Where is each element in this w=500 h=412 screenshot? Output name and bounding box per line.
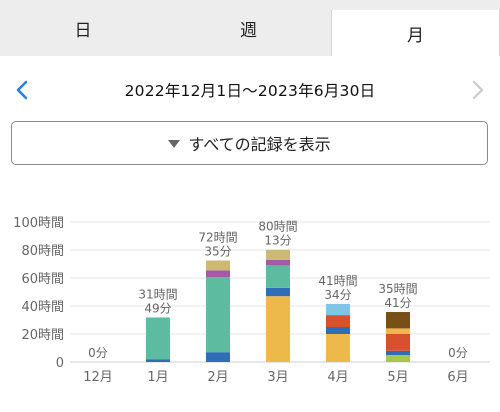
tab-day[interactable]: 日 xyxy=(0,0,166,56)
bar-segment xyxy=(326,327,350,334)
chevron-left-icon xyxy=(16,80,28,100)
bar-segment xyxy=(326,315,350,327)
bar-segment xyxy=(206,352,230,362)
previous-period-button[interactable] xyxy=(6,74,38,106)
bar-segment xyxy=(146,359,170,362)
bar-segment xyxy=(326,303,350,316)
bar-segment xyxy=(266,287,290,297)
y-tick-label: 100時間 xyxy=(13,216,64,231)
bar-total-label: 35時間 xyxy=(378,282,417,296)
bar-total-label: 0分 xyxy=(88,346,108,360)
bar-total-label: 49分 xyxy=(144,301,171,315)
bar-segment xyxy=(386,334,410,351)
bar-total-label: 41時間 xyxy=(318,274,357,288)
bar-segment xyxy=(266,249,290,260)
dropdown-triangle-icon xyxy=(168,140,181,148)
bar-segment xyxy=(266,259,290,266)
bar-segment xyxy=(266,265,290,288)
bar-segment xyxy=(266,296,290,362)
x-tick-label: 3月 xyxy=(267,370,288,385)
bar-segment xyxy=(206,277,230,353)
bar-total-label: 31時間 xyxy=(138,287,177,301)
next-period-button[interactable] xyxy=(462,74,494,106)
bar-total-label: 72時間 xyxy=(198,231,237,245)
bar-segment xyxy=(386,350,410,355)
bar-total-label: 13分 xyxy=(264,234,291,248)
bar-total-label: 41分 xyxy=(384,296,411,310)
period-tabs: 日 週 月 xyxy=(0,0,500,56)
bar-segment xyxy=(386,328,410,334)
tab-week[interactable]: 週 xyxy=(166,0,331,56)
date-range-label: 2022年12月1日〜2023年6月30日 xyxy=(124,82,376,100)
bar-total-label: 35分 xyxy=(204,245,231,259)
date-navigation: 2022年12月1日〜2023年6月30日 xyxy=(0,74,500,106)
y-tick-label: 0 xyxy=(56,356,64,371)
x-tick-label: 2月 xyxy=(207,370,228,385)
x-tick-label: 4月 xyxy=(327,370,348,385)
y-tick-label: 40時間 xyxy=(21,300,64,315)
x-tick-label: 5月 xyxy=(387,370,408,385)
tab-month-label: 月 xyxy=(407,25,424,46)
tab-day-label: 日 xyxy=(74,20,92,41)
tab-week-label: 週 xyxy=(240,20,257,41)
bar-segment xyxy=(146,317,170,360)
bar-segment xyxy=(386,355,410,362)
bar-total-label: 80時間 xyxy=(258,220,297,234)
filter-label: すべての記録を表示 xyxy=(188,135,331,154)
tab-month[interactable]: 月 xyxy=(331,10,500,56)
x-tick-label: 1月 xyxy=(147,370,168,385)
x-tick-label: 12月 xyxy=(83,370,113,385)
y-tick-label: 60時間 xyxy=(21,272,64,287)
y-tick-label: 80時間 xyxy=(21,244,64,259)
bar-segment xyxy=(206,260,230,271)
bar-segment xyxy=(326,334,350,362)
x-tick-label: 6月 xyxy=(447,370,468,385)
bar-segment xyxy=(386,312,410,329)
record-filter-dropdown[interactable]: すべての記録を表示 xyxy=(11,121,488,165)
bar-segment xyxy=(206,270,230,278)
bar-total-label: 0分 xyxy=(448,346,468,360)
bar-total-label: 34分 xyxy=(324,288,351,302)
chevron-right-icon xyxy=(472,80,484,100)
y-tick-label: 20時間 xyxy=(21,328,64,343)
